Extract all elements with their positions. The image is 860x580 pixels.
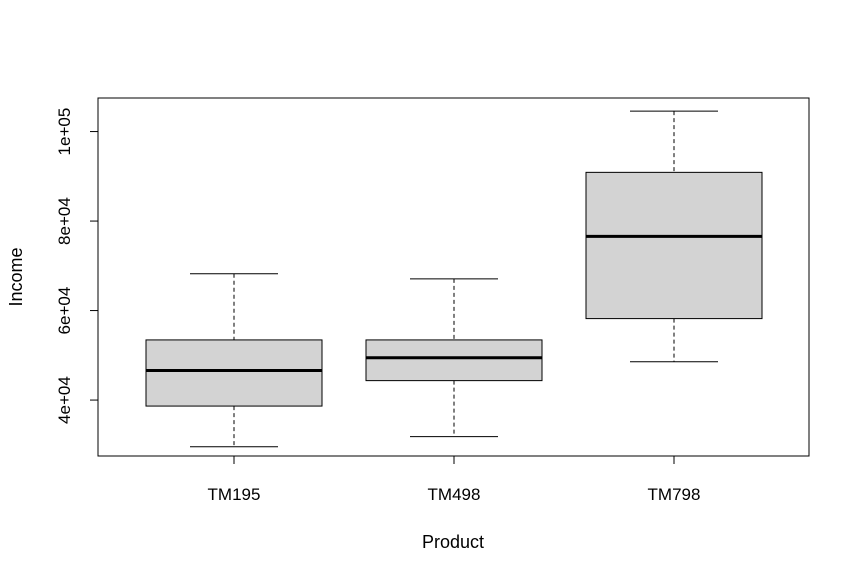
y-tick-label: 1e+05 <box>55 108 74 156</box>
y-tick-label: 4e+04 <box>55 376 74 424</box>
x-tick-label: TM498 <box>428 485 481 504</box>
y-axis-title: Income <box>6 247 26 306</box>
x-tick-label: TM798 <box>648 485 701 504</box>
y-axis: 4e+04 6e+04 8e+04 1e+05 <box>55 108 98 424</box>
box-group-tm798 <box>585 110 763 363</box>
iqr-box <box>585 171 763 320</box>
box-group-tm498 <box>365 278 543 438</box>
y-tick-label: 6e+04 <box>55 287 74 335</box>
iqr-box <box>365 339 543 382</box>
box-plots <box>145 110 763 448</box>
x-axis: TM195 TM498 TM798 <box>208 456 701 504</box>
x-tick-label: TM195 <box>208 485 261 504</box>
box-group-tm195 <box>145 273 323 448</box>
iqr-box <box>145 339 323 407</box>
y-tick-label: 8e+04 <box>55 197 74 245</box>
x-axis-title: Product <box>422 532 484 552</box>
